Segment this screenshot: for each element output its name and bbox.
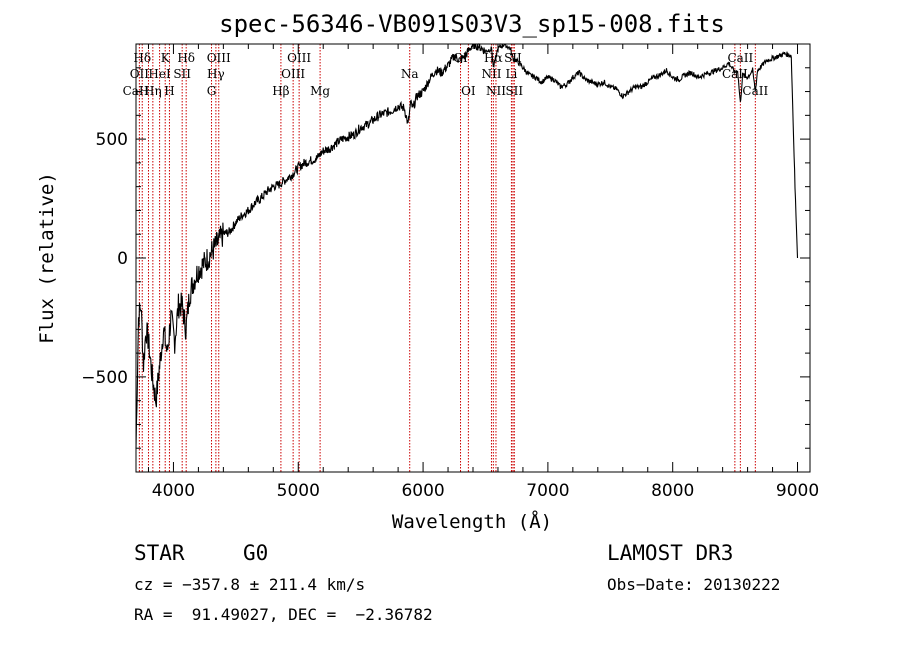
line-label-hδ: Hδ (177, 51, 195, 65)
line-label-caii: CaII (727, 51, 753, 65)
y-axis-label: Flux (relative) (36, 172, 58, 344)
line-label-hη: Hη (144, 84, 162, 98)
chart-title: spec-56346-VB091S03V3_sp15-008.fits (219, 10, 725, 38)
line-label-h: H (164, 84, 174, 98)
redshift-velocity: cz = −357.8 ± 211.4 km/s (134, 575, 366, 594)
flux-series-line (135, 43, 799, 449)
y-tick-label: −500 (81, 368, 128, 388)
tick-labels-group: 4000 5000 6000 7000 8000 9000 −500 0 500 (81, 130, 819, 501)
line-label-hβ: Hβ (272, 84, 289, 98)
observation-date: Obs−Date: 20130222 (607, 575, 781, 594)
line-label-k: K (161, 51, 171, 65)
survey-name: LAMOST DR3 (607, 541, 734, 565)
y-tick-label: 0 (117, 249, 128, 269)
line-label-mg: Mg (310, 84, 330, 98)
line-label-li: Li (506, 67, 518, 81)
line-label-sii: SII (173, 67, 191, 81)
line-label-oi: OI (461, 84, 476, 98)
x-axis-label: Wavelength (Å) (392, 510, 552, 533)
line-label-hγ: Hγ (207, 67, 225, 81)
line-label-nii: NII (486, 84, 506, 98)
x-tick-label: 4000 (152, 481, 195, 501)
line-label-hα: Hα (484, 51, 503, 65)
plot-frame (135, 43, 811, 473)
marker-lines-group (138, 44, 756, 472)
line-label-oiii: OIII (281, 67, 305, 81)
axis-ticks-group (136, 43, 810, 473)
x-tick-label: 6000 (401, 481, 444, 501)
ra-dec-coordinates: RA = 91.49027, DEC = −2.36782 (134, 605, 433, 624)
line-label-na: Na (401, 67, 419, 81)
line-label-nii: NII (481, 67, 501, 81)
y-tick-label: 500 (96, 130, 128, 150)
object-class: STAR (134, 541, 185, 565)
line-label-oiii: OIII (287, 51, 311, 65)
line-label-oiii: OIII (207, 51, 231, 65)
object-subclass: G0 (243, 541, 269, 565)
line-label-caii: CaII (722, 67, 748, 81)
x-tick-label: 9000 (776, 481, 819, 501)
line-label-hδ: Hδ (133, 51, 151, 65)
x-tick-label: 5000 (277, 481, 320, 501)
line-label-oii: OII (130, 67, 150, 81)
x-tick-label: 8000 (651, 481, 694, 501)
line-label-sii: SII (505, 84, 523, 98)
x-tick-label: 7000 (526, 481, 569, 501)
line-label-hei: HeI (148, 67, 171, 81)
line-label-g: G (207, 84, 217, 98)
